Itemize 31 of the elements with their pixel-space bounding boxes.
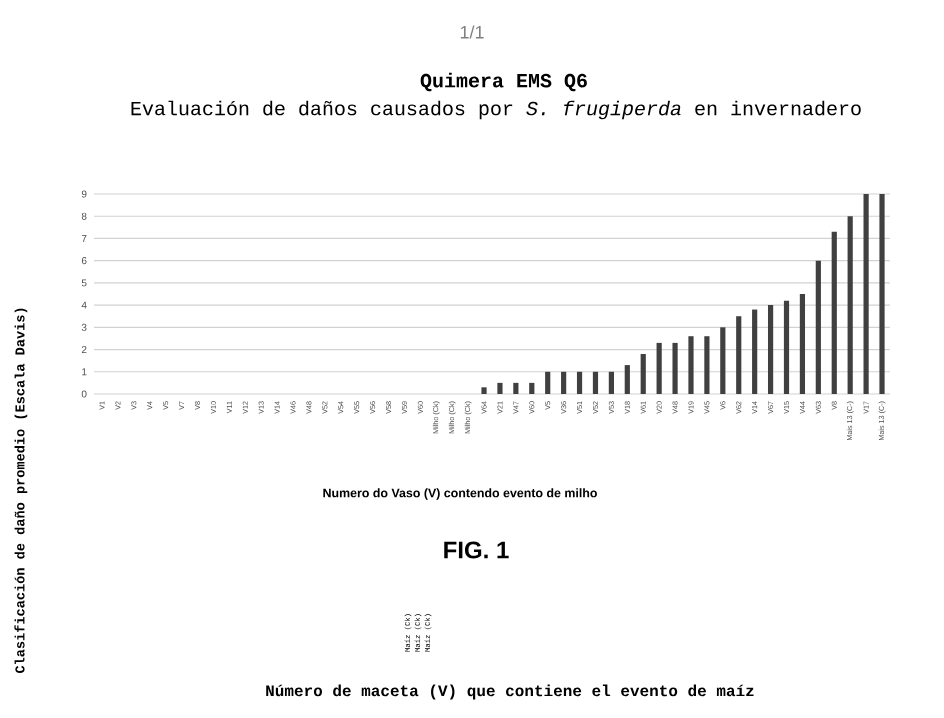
text: 1/1 [460,25,484,39]
bar [592,371,599,394]
bar [720,327,726,394]
bar [704,336,710,394]
bar [481,387,487,394]
bar [736,316,742,394]
bar [608,371,614,394]
bar [879,194,885,394]
bar [783,300,790,394]
bar [815,260,821,394]
bar [863,194,869,394]
bar [688,336,694,394]
bar [752,309,758,394]
bar [624,365,630,394]
bar [656,342,662,394]
bar [561,371,567,394]
bar [831,231,837,394]
bar [497,382,503,394]
bar [576,371,583,394]
bar [640,353,646,394]
bar [767,305,774,394]
bar [799,294,806,394]
chart-subtitle: Evaluación de daños causados por S. frugiperda en invernadero [131,100,861,120]
caption: FIG. 1 [444,541,509,559]
text: Número de maceta (V) que contiene el evento de maíz [266,684,754,700]
bar [513,382,519,394]
chart-title: Quimera EMS Q6 [420,72,587,92]
bar [672,342,678,394]
bar [545,371,551,394]
bar [529,382,535,394]
bar [847,216,853,394]
